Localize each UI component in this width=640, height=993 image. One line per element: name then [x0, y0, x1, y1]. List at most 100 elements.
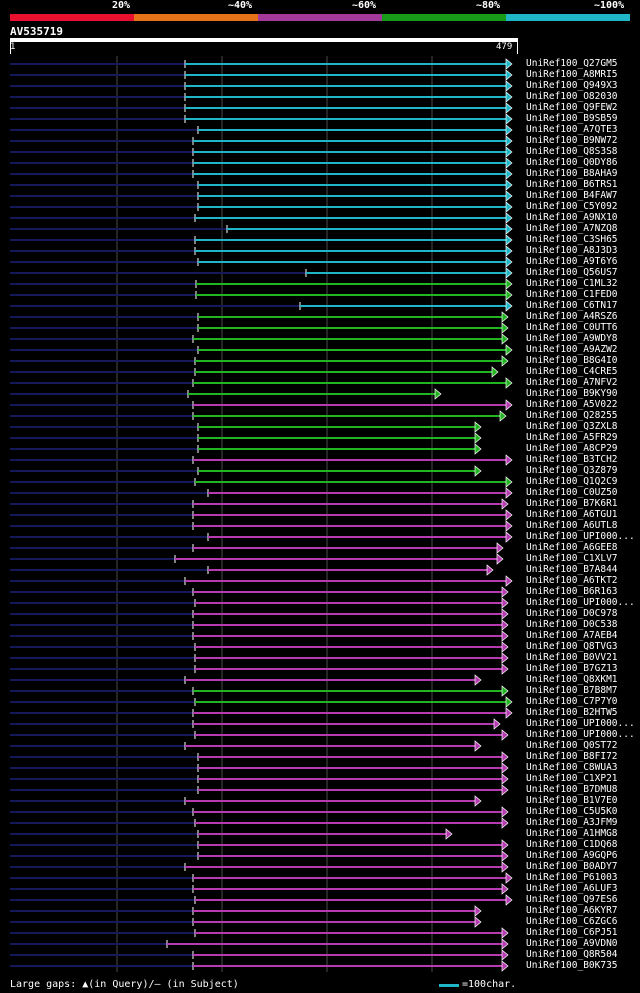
hit-label[interactable]: UniRef100_C1FED0	[526, 289, 618, 300]
hit-arrow-head	[501, 619, 509, 631]
hit-label[interactable]: UniRef100_B1V7E0	[526, 795, 618, 806]
hit-label[interactable]: UniRef100_Q949X3	[526, 80, 618, 91]
hit-label[interactable]: UniRef100_A6TKT2	[526, 575, 618, 586]
hit-label[interactable]: UniRef100_Q28255	[526, 410, 618, 421]
hit-label[interactable]: UniRef100_C0UZ50	[526, 487, 618, 498]
hit-label[interactable]: UniRef100_B4FAW7	[526, 190, 618, 201]
hit-arrow-head	[505, 399, 513, 411]
hit-arrow-head	[505, 278, 513, 290]
hit-arrow-head	[501, 784, 509, 796]
hit-label[interactable]: UniRef100_Q9FEW2	[526, 102, 618, 113]
hit-arrow-head	[501, 850, 509, 862]
hit-label[interactable]: UniRef100_A5V022	[526, 399, 618, 410]
hit-label[interactable]: UniRef100_Q3Z879	[526, 465, 618, 476]
hit-label[interactable]: UniRef100_O82030	[526, 91, 618, 102]
hit-label[interactable]: UniRef100_A7AEB4	[526, 630, 618, 641]
hit-label[interactable]: UniRef100_B8FI72	[526, 751, 618, 762]
hit-arrow-head	[501, 938, 509, 950]
hit-label[interactable]: UniRef100_B8G4I0	[526, 355, 618, 366]
hit-label[interactable]: UniRef100_A9VDN0	[526, 938, 618, 949]
hit-label[interactable]: UniRef100_C8WUA3	[526, 762, 618, 773]
hit-label[interactable]: UniRef100_B3TCH2	[526, 454, 618, 465]
hit-label[interactable]: UniRef100_B0ADY7	[526, 861, 618, 872]
hit-label[interactable]: UniRef100_UPI000...	[526, 729, 635, 740]
hit-label[interactable]: UniRef100_D0C978	[526, 608, 618, 619]
hit-label[interactable]: UniRef100_C7P7Y0	[526, 696, 618, 707]
hit-label[interactable]: UniRef100_A3JFM9	[526, 817, 618, 828]
hit-label[interactable]: UniRef100_C3SH65	[526, 234, 618, 245]
hit-label[interactable]: UniRef100_B7A844	[526, 564, 618, 575]
hit-label[interactable]: UniRef100_Q3ZXL8	[526, 421, 618, 432]
hit-arrow-head	[501, 641, 509, 653]
hit-label[interactable]: UniRef100_Q8XKM1	[526, 674, 618, 685]
hit-label[interactable]: UniRef100_Q97ES6	[526, 894, 618, 905]
hit-label[interactable]: UniRef100_A9GQP6	[526, 850, 618, 861]
hit-label[interactable]: UniRef100_A6KYR7	[526, 905, 618, 916]
hit-arrow-head	[505, 168, 513, 180]
hit-arrow-head	[474, 674, 482, 686]
hit-label[interactable]: UniRef100_Q8R504	[526, 949, 618, 960]
hit-label[interactable]: UniRef100_A9T6Y6	[526, 256, 618, 267]
hit-label[interactable]: UniRef100_C1XP21	[526, 773, 618, 784]
hit-label[interactable]: UniRef100_A7NFV2	[526, 377, 618, 388]
hit-label[interactable]: UniRef100_A1HMG8	[526, 828, 618, 839]
hit-arrow-head	[501, 839, 509, 851]
hit-label[interactable]: UniRef100_B9KY90	[526, 388, 618, 399]
hit-label[interactable]: UniRef100_B6R163	[526, 586, 618, 597]
hit-label[interactable]: UniRef100_C1ML32	[526, 278, 618, 289]
hit-label[interactable]: UniRef100_UPI000...	[526, 531, 635, 542]
hit-label[interactable]: UniRef100_A6UTL8	[526, 520, 618, 531]
hit-label[interactable]: UniRef100_C5Y092	[526, 201, 618, 212]
hit-label[interactable]: UniRef100_A8J3D3	[526, 245, 618, 256]
hit-label[interactable]: UniRef100_A9NX10	[526, 212, 618, 223]
hit-label[interactable]: UniRef100_B7GZ13	[526, 663, 618, 674]
hit-arrow-head	[501, 861, 509, 873]
hit-label[interactable]: UniRef100_P61003	[526, 872, 618, 883]
hit-label[interactable]: UniRef100_C4CRE5	[526, 366, 618, 377]
hit-label[interactable]: UniRef100_UPI000...	[526, 718, 635, 729]
hit-label[interactable]: UniRef100_A7NZQ8	[526, 223, 618, 234]
hit-label[interactable]: UniRef100_Q56US7	[526, 267, 618, 278]
hit-label[interactable]: UniRef100_C0UTT6	[526, 322, 618, 333]
hit-label[interactable]: UniRef100_Q8TVG3	[526, 641, 618, 652]
hit-label[interactable]: UniRef100_A6GEE8	[526, 542, 618, 553]
hit-label[interactable]: UniRef100_UPI000...	[526, 597, 635, 608]
hit-label[interactable]: UniRef100_B0K735	[526, 960, 618, 971]
hit-label[interactable]: UniRef100_C5U5K0	[526, 806, 618, 817]
hit-arrow-head	[505, 344, 513, 356]
hit-label[interactable]: UniRef100_Q0ST72	[526, 740, 618, 751]
hit-label[interactable]: UniRef100_A8CP29	[526, 443, 618, 454]
hit-label[interactable]: UniRef100_B6TRS1	[526, 179, 618, 190]
hit-label[interactable]: UniRef100_Q1Q2C9	[526, 476, 618, 487]
scale-label: =100char.	[462, 979, 517, 990]
hit-label[interactable]: UniRef100_B7B8M7	[526, 685, 618, 696]
hit-label[interactable]: UniRef100_A4RSZ6	[526, 311, 618, 322]
hit-label[interactable]: UniRef100_Q0DY86	[526, 157, 618, 168]
hit-label[interactable]: UniRef100_C6ZGC6	[526, 916, 618, 927]
hit-label[interactable]: UniRef100_A8MRI5	[526, 69, 618, 80]
hit-label[interactable]: UniRef100_C6PJ51	[526, 927, 618, 938]
hit-arrow-head	[501, 586, 509, 598]
hit-label[interactable]: UniRef100_A6TGU1	[526, 509, 618, 520]
hit-label[interactable]: UniRef100_Q27GM5	[526, 58, 618, 69]
hit-label[interactable]: UniRef100_A9WDY8	[526, 333, 618, 344]
hit-label[interactable]: UniRef100_B7K6R1	[526, 498, 618, 509]
hit-label[interactable]: UniRef100_A9AZW2	[526, 344, 618, 355]
hit-label[interactable]: UniRef100_B7DMU8	[526, 784, 618, 795]
hit-label[interactable]: UniRef100_D0C538	[526, 619, 618, 630]
hit-label[interactable]: UniRef100_C6TN17	[526, 300, 618, 311]
hit-label[interactable]: UniRef100_A7QTE3	[526, 124, 618, 135]
hit-arrow-head	[501, 729, 509, 741]
hit-arrow-head	[501, 652, 509, 664]
hit-label[interactable]: UniRef100_C1DQ68	[526, 839, 618, 850]
query-sequence-bar	[10, 38, 518, 42]
hit-label[interactable]: UniRef100_B9NW72	[526, 135, 618, 146]
hit-label[interactable]: UniRef100_B8AHA9	[526, 168, 618, 179]
hit-label[interactable]: UniRef100_B9SB59	[526, 113, 618, 124]
hit-label[interactable]: UniRef100_B2HTW5	[526, 707, 618, 718]
hit-label[interactable]: UniRef100_B0VV21	[526, 652, 618, 663]
hit-label[interactable]: UniRef100_A6LUF3	[526, 883, 618, 894]
hit-label[interactable]: UniRef100_A5FR29	[526, 432, 618, 443]
hit-label[interactable]: UniRef100_Q8S3S8	[526, 146, 618, 157]
hit-label[interactable]: UniRef100_C1XLV7	[526, 553, 618, 564]
